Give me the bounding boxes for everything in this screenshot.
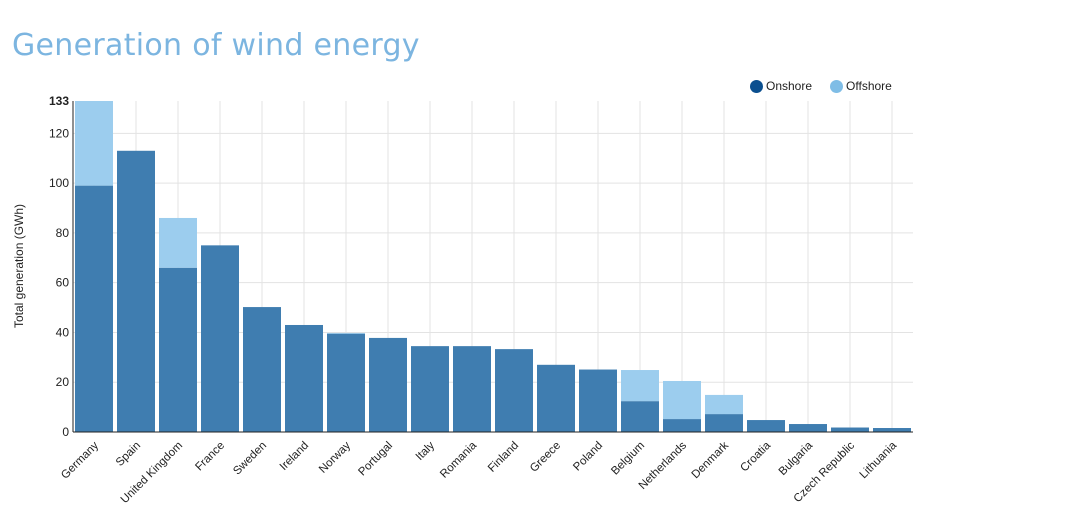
y-tick-label: 0 <box>62 425 69 439</box>
y-tick-label: 133 <box>49 94 69 108</box>
x-tick-label: Bulgaria <box>777 439 816 478</box>
x-tick-label: Ireland <box>278 440 311 473</box>
x-tick-label: Denmark <box>690 439 732 481</box>
y-axis-label: Total generation (GWh) <box>12 204 26 328</box>
bar-onshore[interactable] <box>453 346 491 432</box>
legend-item-onshore[interactable]: Onshore <box>750 79 812 93</box>
y-tick-label: 100 <box>49 176 69 190</box>
bar-offshore[interactable] <box>663 380 701 420</box>
x-tick-label: Poland <box>571 440 605 474</box>
bar-offshore[interactable] <box>327 332 365 334</box>
bar-onshore[interactable] <box>327 333 365 432</box>
x-tick-label: Greece <box>528 440 563 475</box>
bar-onshore[interactable] <box>831 427 869 432</box>
x-tick-label: Norway <box>317 439 353 475</box>
bar-onshore[interactable] <box>579 369 617 432</box>
bar-offshore[interactable] <box>621 370 659 402</box>
bar-onshore[interactable] <box>621 401 659 432</box>
x-tick-label: Italy <box>414 439 438 463</box>
bar-onshore[interactable] <box>495 349 533 432</box>
y-tick-label: 120 <box>49 126 69 140</box>
bar-onshore[interactable] <box>537 364 575 432</box>
onshore-swatch <box>750 79 763 93</box>
bar-onshore[interactable] <box>789 424 827 432</box>
x-tick-label: Germany <box>59 439 101 481</box>
x-tick-label: France <box>193 440 227 474</box>
x-tick-label: Romania <box>438 439 479 480</box>
legend-label: Onshore <box>766 79 813 93</box>
bar-onshore[interactable] <box>705 414 743 432</box>
legend: Onshore Offshore <box>750 79 892 93</box>
y-tick-label: 80 <box>56 226 70 240</box>
y-tick-label: 60 <box>56 276 70 290</box>
y-tick-label: 20 <box>56 375 70 389</box>
bar-onshore[interactable] <box>747 420 785 432</box>
x-tick-label: Finland <box>486 440 521 475</box>
chart-title: Generation of wind energy <box>12 28 420 63</box>
bar-onshore[interactable] <box>285 324 323 432</box>
offshore-swatch <box>830 79 844 93</box>
bar-offshore[interactable] <box>705 394 743 415</box>
x-tick-label: Croatia <box>738 439 773 474</box>
bar-onshore[interactable] <box>873 428 911 432</box>
y-tick-label: 40 <box>56 325 70 339</box>
bar-offshore[interactable] <box>159 217 197 268</box>
bar-onshore[interactable] <box>117 150 155 433</box>
bar-onshore[interactable] <box>663 419 701 432</box>
x-tick-label: Sweden <box>231 440 269 478</box>
bar-onshore[interactable] <box>411 346 449 432</box>
bar-onshore[interactable] <box>201 245 239 432</box>
x-tick-label: Spain <box>114 440 143 469</box>
bar-offshore[interactable] <box>75 101 113 186</box>
bar-onshore[interactable] <box>159 267 197 432</box>
bar-onshore[interactable] <box>75 185 113 432</box>
x-tick-label: Portugal <box>356 440 395 479</box>
bar-onshore[interactable] <box>369 337 407 432</box>
x-tick-label: Lithuania <box>858 439 900 481</box>
bar-onshore[interactable] <box>243 307 281 432</box>
legend-item-offshore[interactable]: Offshore <box>830 79 892 93</box>
x-tick-label: Belgium <box>609 440 647 478</box>
legend-label: Offshore <box>846 79 892 93</box>
